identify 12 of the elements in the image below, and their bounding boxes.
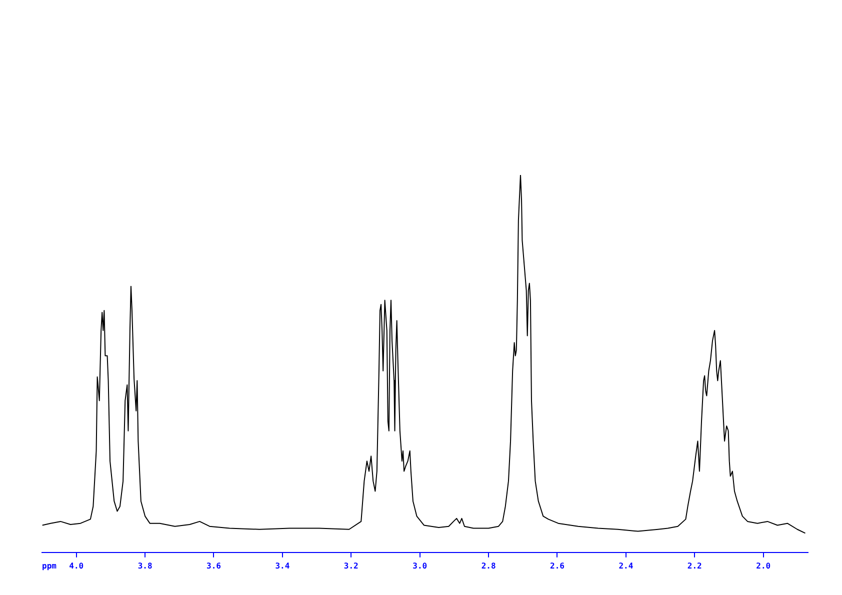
x-tick-label: 2.8 <box>481 561 496 570</box>
x-tick-label: 3.4 <box>275 561 290 570</box>
x-tick-label: 2.6 <box>550 561 565 570</box>
x-tick-label: 3.2 <box>344 561 359 570</box>
x-tick-label: 4.0 <box>69 561 84 570</box>
x-tick-label: 2.2 <box>687 561 702 570</box>
x-tick-label: 3.0 <box>412 561 428 570</box>
x-tick-label: 3.8 <box>138 561 152 570</box>
x-tick-label: 2.4 <box>618 561 634 570</box>
x-tick-label: 3.6 <box>206 561 222 570</box>
x-axis-title: ppm <box>42 561 57 570</box>
x-tick-label: 2.0 <box>756 561 771 570</box>
